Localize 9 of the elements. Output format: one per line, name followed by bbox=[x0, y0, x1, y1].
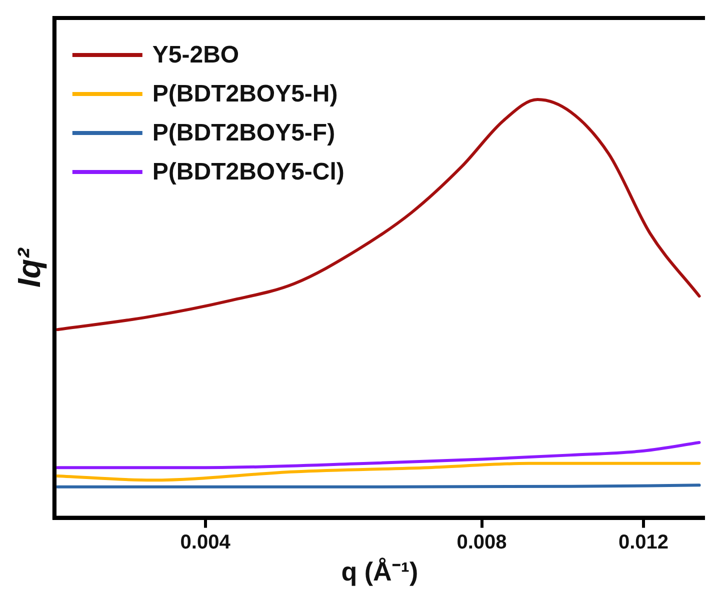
legend-label: P(BDT2BOY5-Cl) bbox=[152, 158, 344, 186]
x-axis-title: q (Å⁻¹) bbox=[341, 556, 418, 587]
x-tick-label: 0.008 bbox=[456, 531, 507, 554]
legend-label: Y5-2BO bbox=[152, 42, 240, 69]
x-tick-label: 0.004 bbox=[180, 531, 232, 554]
x-tick-label: 0.012 bbox=[618, 531, 669, 554]
legend-label: P(BDT2BOY5-F) bbox=[152, 120, 336, 147]
y-axis-title: Iq² bbox=[11, 247, 48, 288]
legend-label: P(BDT2BOY5-H) bbox=[152, 80, 338, 108]
